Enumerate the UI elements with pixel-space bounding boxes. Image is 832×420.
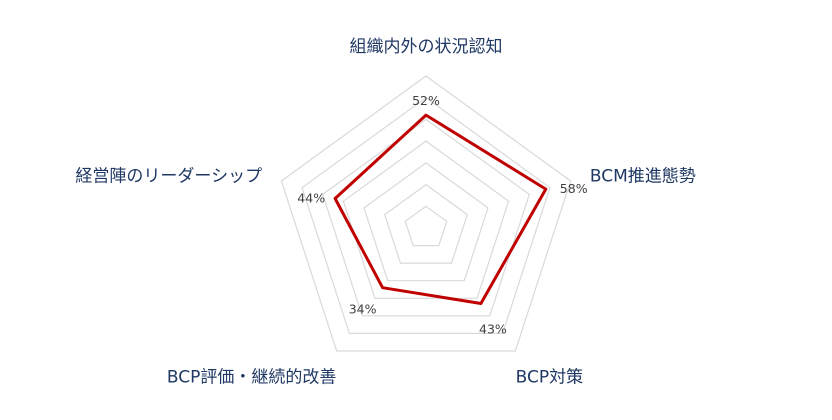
- grid-layer: [280, 75, 572, 352]
- axis-label-2: BCP対策: [516, 367, 584, 387]
- grid-ring: [383, 183, 469, 264]
- data-label-layer: 52% 58% 43% 34% 44%: [297, 93, 587, 336]
- data-label-3: 34%: [349, 302, 377, 317]
- axis-label-3: BCP評価・継続的改善: [167, 367, 337, 387]
- axis-label-1: BCM推進態勢: [590, 167, 696, 187]
- axis-label-4: 経営陣のリーダーシップ: [75, 167, 262, 187]
- series-line-0: [333, 113, 548, 305]
- grid-ring: [363, 162, 489, 282]
- series-layer: [333, 113, 548, 305]
- axis-label-layer: 組織内外の状況認知 BCM推進態勢 BCP対策 BCP評価・継続的改善 経営陣の…: [75, 37, 695, 387]
- grid-ring: [280, 75, 572, 352]
- grid-ring: [321, 118, 531, 317]
- grid-ring: [301, 96, 551, 334]
- data-label-0: 52%: [412, 93, 440, 108]
- axis-label-0: 組織内外の状況認知: [350, 37, 503, 57]
- data-label-4: 44%: [297, 191, 325, 206]
- data-label-2: 43%: [479, 322, 507, 337]
- grid-ring: [404, 205, 448, 247]
- data-label-1: 58%: [560, 181, 588, 196]
- grid-ring: [342, 140, 510, 299]
